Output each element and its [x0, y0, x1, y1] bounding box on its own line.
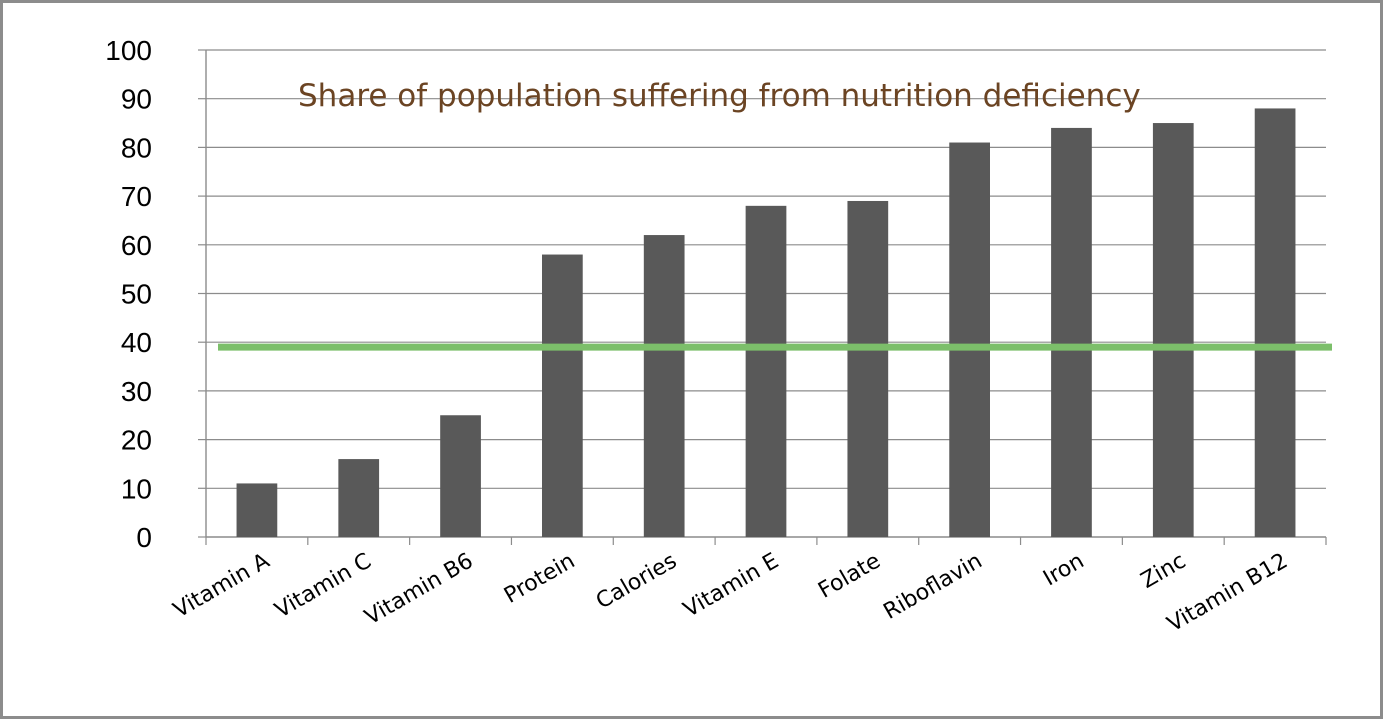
bar: [745, 205, 787, 537]
bar: [949, 142, 990, 537]
x-tick-label: Vitamin B6: [361, 549, 478, 631]
y-tick-label: 30: [121, 376, 152, 407]
bar: [1254, 108, 1296, 537]
y-tick-label: 20: [121, 425, 152, 456]
y-tick-label: 10: [121, 473, 152, 504]
x-tick-label: Iron: [1039, 549, 1088, 592]
bar: [1051, 127, 1092, 538]
x-tick-label: Zinc: [1137, 549, 1190, 594]
y-tick-label: 40: [121, 327, 152, 358]
y-tick-label: 60: [121, 230, 152, 261]
y-tick-label: 0: [136, 522, 152, 553]
bar: [643, 235, 685, 537]
bar: [440, 415, 481, 537]
y-tick-label: 70: [121, 181, 152, 212]
x-tick-label: Calories: [592, 549, 681, 615]
x-tick-label: Vitamin E: [679, 549, 783, 623]
x-tick-label: Folate: [814, 549, 885, 604]
y-tick-label: 80: [121, 132, 152, 163]
x-tick-label: Riboflavin: [880, 549, 987, 625]
bar: [1152, 123, 1194, 538]
y-tick-label: 100: [105, 35, 152, 66]
x-tick-label: Vitamin A: [169, 549, 274, 624]
bar: [236, 483, 278, 537]
y-tick-label: 50: [121, 279, 152, 310]
bar: [847, 200, 889, 537]
x-tick-label: Vitamin C: [271, 549, 376, 624]
bars: [236, 108, 1296, 538]
chart-title: Share of population suffering from nutri…: [298, 78, 1141, 114]
gridlines: [206, 49, 1326, 489]
x-tick-label: Protein: [500, 549, 579, 609]
y-tick-label: 90: [121, 84, 152, 115]
bar: [542, 254, 583, 538]
y-tick-labels: 0 10 20 30 40 50 60 70 80 90 100: [105, 35, 152, 553]
bar: [338, 459, 380, 537]
